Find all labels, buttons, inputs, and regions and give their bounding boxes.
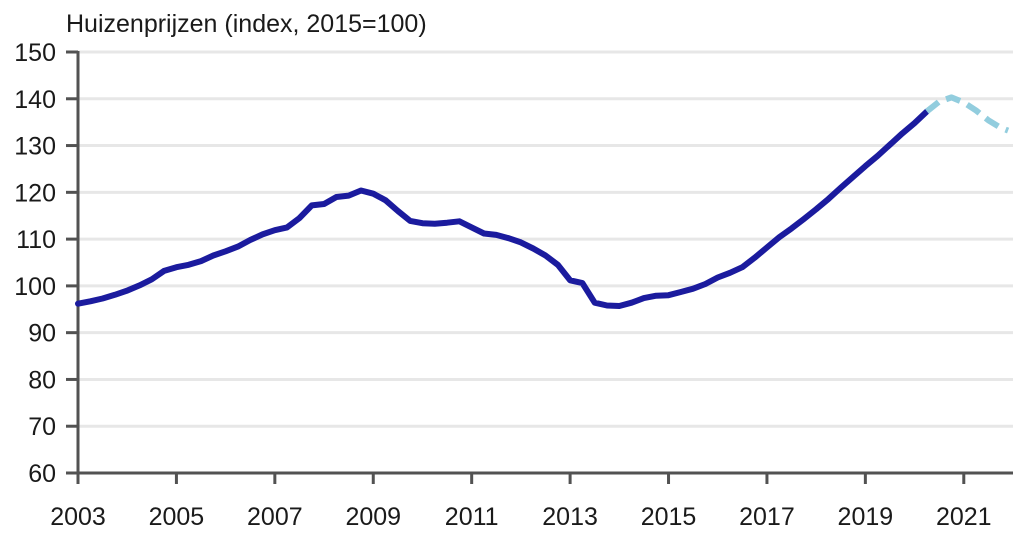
- x-tick-label: 2021: [936, 503, 992, 531]
- x-tick-label: 2005: [149, 503, 205, 531]
- y-tick-label: 120: [14, 179, 56, 207]
- x-tick-label: 2007: [247, 503, 303, 531]
- x-tick-label: 2019: [838, 503, 894, 531]
- chart-title: Huizenprijzen (index, 2015=100): [66, 10, 427, 38]
- x-tick-label: 2009: [345, 503, 401, 531]
- series-huizenprijzen-raming: [925, 94, 1010, 134]
- x-tick-label: 2013: [542, 503, 598, 531]
- y-tick-label: 140: [14, 86, 56, 114]
- y-tick-label: 90: [28, 320, 56, 348]
- y-tick-label: 150: [14, 39, 56, 67]
- x-tick-label: 2017: [739, 503, 795, 531]
- y-tick-label: 60: [28, 460, 56, 488]
- x-tick-label: 2003: [50, 503, 106, 531]
- y-tick-label: 80: [28, 366, 56, 394]
- y-tick-label: 130: [14, 133, 56, 161]
- y-tick-label: 110: [16, 226, 56, 254]
- y-tick-label: 70: [28, 413, 56, 441]
- x-tick-label: 2015: [641, 503, 697, 531]
- x-tick-label: 2011: [445, 503, 499, 531]
- y-tick-label: 100: [14, 273, 56, 301]
- series-huizenprijzen-index: [75, 108, 930, 309]
